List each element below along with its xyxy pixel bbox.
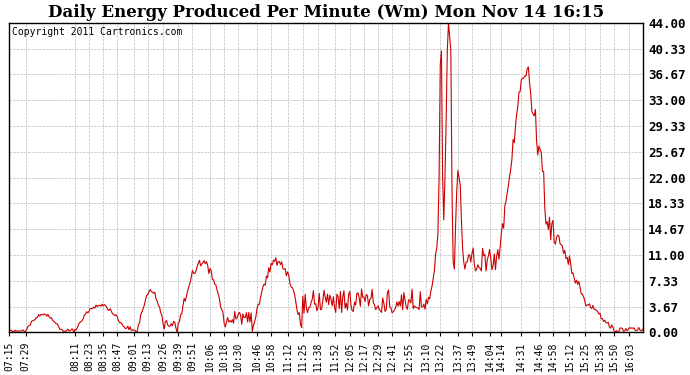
Title: Daily Energy Produced Per Minute (Wm) Mon Nov 14 16:15: Daily Energy Produced Per Minute (Wm) Mo… (48, 4, 604, 21)
Text: Copyright 2011 Cartronics.com: Copyright 2011 Cartronics.com (12, 27, 183, 38)
